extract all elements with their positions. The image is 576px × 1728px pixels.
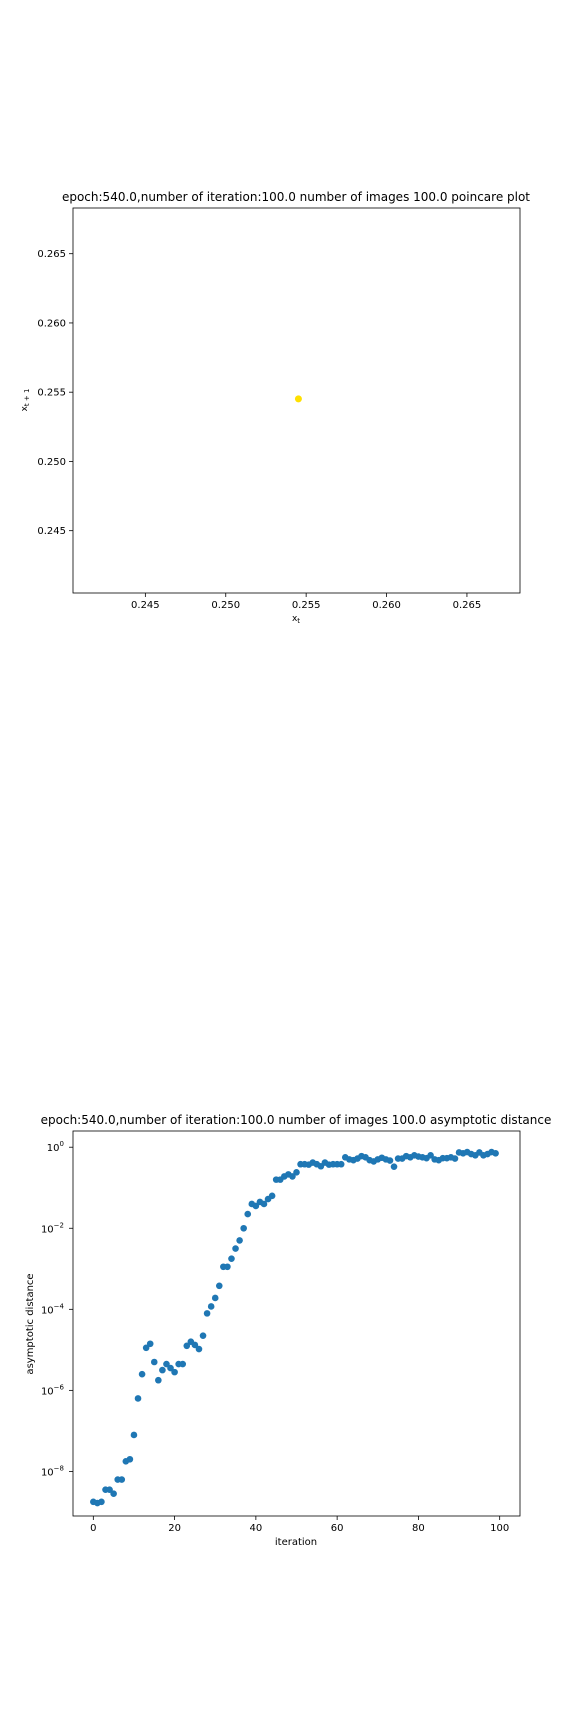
- asymptotic-x-tick-label: 100: [490, 1523, 509, 1534]
- asymptotic-x-tick-label: 40: [249, 1523, 262, 1534]
- asymptotic-x-tick-label: 80: [412, 1523, 425, 1534]
- asymptotic-point: [451, 1155, 459, 1162]
- asymptotic-point: [236, 1237, 243, 1244]
- asymptotic-point: [337, 1160, 345, 1168]
- asymptotic-y-ticks: 10−8 10−6 10−4 10−2 100: [41, 1140, 73, 1478]
- asymptotic-y-tick-label: 10−6: [41, 1383, 65, 1397]
- asymptotic-point: [138, 1370, 146, 1378]
- asymptotic-point: [118, 1476, 126, 1483]
- asymptotic-y-tick-label: 10−4: [41, 1302, 65, 1316]
- asymptotic-points: [90, 1148, 499, 1507]
- asymptotic-point: [98, 1498, 105, 1506]
- asymptotic-point: [427, 1152, 434, 1159]
- poincare-y-tick-label: 0.260: [37, 318, 66, 329]
- asymptotic-y-tick-label: 10−8: [41, 1464, 64, 1478]
- asymptotic-point: [171, 1368, 178, 1376]
- asymptotic-title: epoch:540.0,number of iteration:100.0 nu…: [41, 1113, 552, 1127]
- asymptotic-x-tick-label: 20: [168, 1523, 181, 1534]
- asymptotic-point: [146, 1340, 154, 1348]
- asymptotic-point: [215, 1282, 223, 1290]
- asymptotic-point: [130, 1431, 138, 1439]
- poincare-x-ticks: 0.245 0.250 0.255 0.260 0.265: [131, 593, 481, 611]
- poincare-title: epoch:540.0,number of iteration:100.0 nu…: [62, 190, 530, 204]
- poincare-y-label: xt + 1: [20, 389, 31, 412]
- asymptotic-point: [155, 1376, 162, 1384]
- poincare-y-tick-label: 0.245: [37, 526, 66, 537]
- asymptotic-point: [289, 1173, 296, 1180]
- asymptotic-point: [195, 1345, 203, 1353]
- asymptotic-point: [163, 1360, 170, 1368]
- asymptotic-x-ticks: 0 20 40 60 80 100: [90, 1516, 509, 1534]
- poincare-point: [294, 395, 302, 403]
- asymptotic-y-tick-label: 100: [47, 1140, 64, 1154]
- poincare-y-ticks: 0.245 0.250 0.255 0.260 0.265: [37, 249, 73, 537]
- asymptotic-distance-chart: epoch:540.0,number of iteration:100.0 nu…: [25, 1113, 551, 1548]
- poincare-y-tick-label: 0.265: [37, 249, 66, 260]
- poincare-points: [294, 395, 302, 403]
- asymptotic-point: [183, 1342, 191, 1350]
- poincare-x-tick-label: 0.245: [131, 600, 160, 611]
- poincare-chart: epoch:540.0,number of iteration:100.0 nu…: [20, 190, 530, 625]
- asymptotic-point: [179, 1360, 187, 1368]
- asymptotic-point: [191, 1341, 199, 1349]
- poincare-x-tick-label: 0.250: [211, 600, 240, 611]
- asymptotic-point: [228, 1255, 235, 1262]
- asymptotic-point: [260, 1200, 268, 1208]
- poincare-y-tick-label: 0.255: [37, 388, 66, 399]
- poincare-x-tick-label: 0.265: [453, 600, 482, 611]
- asymptotic-point: [268, 1192, 276, 1200]
- asymptotic-point: [106, 1486, 113, 1493]
- asymptotic-y-tick-label: 10−2: [41, 1221, 64, 1235]
- asymptotic-x-label: iteration: [275, 1537, 317, 1548]
- asymptotic-point: [207, 1303, 215, 1310]
- asymptotic-point: [244, 1210, 252, 1218]
- asymptotic-point: [150, 1358, 158, 1366]
- asymptotic-point: [240, 1224, 247, 1232]
- asymptotic-x-tick-label: 0: [90, 1523, 96, 1534]
- poincare-x-label: xt: [292, 614, 300, 625]
- asymptotic-plot-area: [72, 1130, 521, 1517]
- asymptotic-point: [167, 1364, 174, 1372]
- asymptotic-point: [232, 1245, 239, 1252]
- asymptotic-point: [492, 1149, 499, 1157]
- poincare-x-tick-label: 0.260: [372, 600, 401, 611]
- asymptotic-point: [211, 1294, 219, 1302]
- asymptotic-point: [142, 1344, 150, 1352]
- asymptotic-point: [110, 1490, 117, 1498]
- asymptotic-y-label: asymptotic distance: [25, 1273, 36, 1374]
- asymptotic-point: [126, 1455, 134, 1463]
- asymptotic-point: [134, 1395, 142, 1402]
- asymptotic-point: [199, 1332, 207, 1339]
- asymptotic-point: [386, 1157, 394, 1164]
- asymptotic-point: [159, 1366, 166, 1374]
- poincare-y-tick-label: 0.250: [37, 457, 66, 468]
- asymptotic-point: [390, 1163, 398, 1170]
- asymptotic-x-tick-label: 60: [331, 1523, 344, 1534]
- asymptotic-point: [224, 1263, 231, 1271]
- asymptotic-point: [252, 1202, 260, 1210]
- poincare-x-tick-label: 0.255: [292, 600, 321, 611]
- asymptotic-point: [293, 1169, 300, 1176]
- asymptotic-point: [203, 1310, 211, 1317]
